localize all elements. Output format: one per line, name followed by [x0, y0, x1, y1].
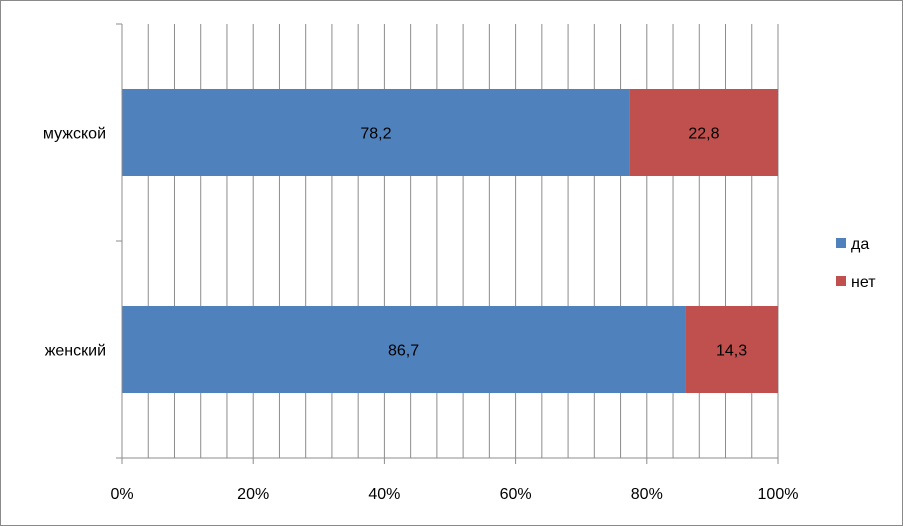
category-label: женский	[45, 343, 106, 360]
data-label: 14,3	[716, 343, 747, 360]
legend: да нет	[836, 236, 876, 291]
data-label: 86,7	[388, 343, 419, 360]
legend-swatch	[836, 276, 846, 286]
x-tick-label: 20%	[237, 486, 269, 503]
bars	[122, 89, 778, 393]
bar-segment	[685, 306, 778, 393]
legend-label: да	[851, 236, 869, 253]
x-tick-label: 100%	[758, 486, 799, 503]
labels: 78,2 22,8 мужской 86,7 14,3 женский	[43, 126, 747, 360]
x-tick-label: 0%	[110, 486, 133, 503]
bar-segment	[122, 89, 630, 176]
data-label: 22,8	[688, 126, 719, 143]
x-tick-label: 80%	[631, 486, 663, 503]
legend-swatch	[836, 238, 846, 248]
bar-segment	[629, 89, 778, 176]
legend-label: нет	[851, 274, 876, 291]
data-label: 78,2	[360, 126, 391, 143]
x-tick-label: 40%	[368, 486, 400, 503]
category-label: мужской	[43, 126, 106, 143]
bar-segment	[122, 306, 686, 393]
axes: 0% 20% 40% 60% 80% 100%	[110, 23, 799, 503]
x-tick-label: 60%	[500, 486, 532, 503]
